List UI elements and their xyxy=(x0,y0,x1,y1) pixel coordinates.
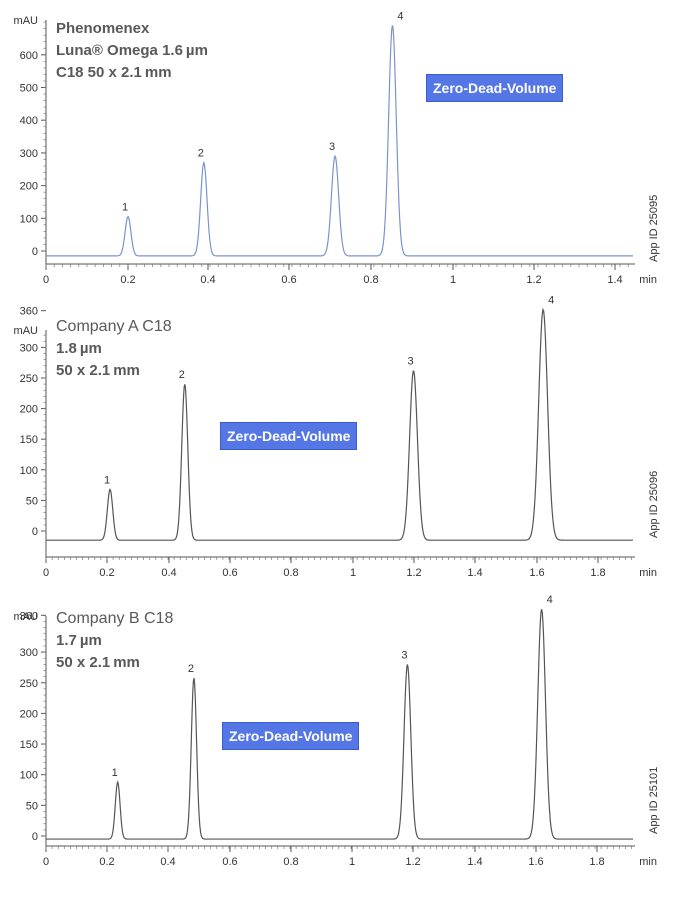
x-tick-label: 0.2 xyxy=(99,567,114,579)
y-tick-label: 500 xyxy=(20,83,38,95)
peak-label: 1 xyxy=(122,202,128,214)
y-tick-label: 300 xyxy=(20,342,38,354)
x-axis-label: min xyxy=(639,274,657,286)
title-line-2: 1.7 µm xyxy=(56,632,102,649)
y-tick-label: 150 xyxy=(20,434,38,446)
x-tick-label: 0 xyxy=(43,274,49,286)
x-tick-label: 0.6 xyxy=(222,856,237,868)
y-tick-label: 50 xyxy=(26,495,38,507)
x-tick-label: 0.2 xyxy=(99,856,114,868)
y-tick-label: 300 xyxy=(20,148,38,160)
peak-label: 1 xyxy=(112,767,118,779)
y-tick-label: 300 xyxy=(20,647,38,659)
y-tick-label: 100 xyxy=(20,770,38,782)
x-tick-label: 1 xyxy=(350,567,356,579)
title-line-1: Phenomenex xyxy=(56,20,150,37)
chromatogram-company-a: 0 50 100 150 200 250 300 360 mAU 0 0.2 0.4 0.6 0.8 1 1.… xyxy=(0,294,673,586)
x-axis-label: min xyxy=(639,856,657,868)
chromatogram-phenomenex: 0 100 200 300 400 500 600 mAU 0 0.2 0.4 0.6 0.8 1 1.2 1… xyxy=(0,0,673,292)
y-tick-label: 100 xyxy=(20,213,38,225)
x-tick-label: 1 xyxy=(450,274,456,286)
app-id-label: App ID 25101 xyxy=(648,766,660,834)
x-tick-label: 1.8 xyxy=(589,856,604,868)
title-line-2: Luna® Omega 1.6 µm xyxy=(56,42,208,59)
y-axis-label: mAU xyxy=(14,15,39,27)
x-tick-label: 1.4 xyxy=(467,856,482,868)
y-tick-label: 0 xyxy=(32,526,38,538)
title-line-2: 1.8 µm xyxy=(56,340,102,357)
peak-label: 1 xyxy=(104,474,110,486)
y-tick-label: 360 xyxy=(20,610,38,622)
y-tick-label: 50 xyxy=(26,800,38,812)
column-title: Company B C18 1.7 µm 50 x 2.1 mm xyxy=(56,608,173,674)
x-tick-label: 0.4 xyxy=(200,274,215,286)
chromatogram-trace xyxy=(46,25,633,257)
x-tick-label: 0.6 xyxy=(222,567,237,579)
x-axis-label: min xyxy=(639,567,657,579)
x-tick-label: 1.2 xyxy=(405,856,420,868)
y-tick-label: 150 xyxy=(20,739,38,751)
zero-dead-volume-badge: Zero-Dead-Volume xyxy=(220,422,358,450)
peak-label: 2 xyxy=(179,369,185,381)
chart-svg: 0 50 100 150 200 250 300 360 mAU 0 0.2 0.4 0.6 0.8 1 1.… xyxy=(14,294,657,579)
peak-label: 3 xyxy=(401,649,407,661)
x-tick-label: 0 xyxy=(43,856,49,868)
app-id-label: App ID 25095 xyxy=(648,194,660,262)
chromatogram-company-b: 0 50 100 150 200 250 300 360 mAU 0 0.2 0.4 0.6 0.8 1 1.… xyxy=(0,594,673,896)
x-tick-label: 1 xyxy=(349,856,355,868)
zero-dead-volume-badge: Zero-Dead-Volume xyxy=(426,74,564,102)
x-tick-label: 1.8 xyxy=(590,567,605,579)
peak-label: 2 xyxy=(198,148,204,160)
y-tick-label: 360 xyxy=(20,306,38,318)
x-tick-label: 0.8 xyxy=(283,567,298,579)
y-tick-label: 400 xyxy=(20,115,38,127)
column-title: Phenomenex Luna® Omega 1.6 µm C18 50 x 2… xyxy=(56,18,208,84)
title-line-1: Company A C18 xyxy=(56,318,172,335)
chromatogram-trace xyxy=(46,307,633,541)
x-tick-label: 1.6 xyxy=(529,567,544,579)
y-tick-label: 600 xyxy=(20,50,38,62)
x-tick-label: 0.8 xyxy=(363,274,378,286)
title-line-1: Company B C18 xyxy=(56,610,174,627)
app-id-label: App ID 25096 xyxy=(648,470,660,538)
peak-label: 4 xyxy=(397,10,403,22)
x-tick-label: 1.2 xyxy=(526,274,541,286)
x-tick-label: 0.6 xyxy=(281,274,296,286)
y-tick-label: 0 xyxy=(32,246,38,258)
x-tick-label: 1.2 xyxy=(406,567,421,579)
y-axis-label: mAU xyxy=(14,611,39,623)
y-tick-label: 250 xyxy=(20,373,38,385)
peak-label: 3 xyxy=(329,141,335,153)
x-tick-label: 0.4 xyxy=(160,856,175,868)
peak-label: 4 xyxy=(548,294,554,306)
y-axis-label: mAU xyxy=(14,325,39,337)
zero-dead-volume-badge: Zero-Dead-Volume xyxy=(222,722,360,750)
x-tick-label: 0.8 xyxy=(283,856,298,868)
peak-label: 2 xyxy=(188,663,194,675)
y-tick-label: 250 xyxy=(20,678,38,690)
x-tick-label: 1.4 xyxy=(467,567,482,579)
x-tick-label: 1.4 xyxy=(607,274,622,286)
chart-svg: 0 100 200 300 400 500 600 mAU 0 0.2 0.4 0.6 0.8 1 1.2 1… xyxy=(14,10,657,286)
x-tick-label: 0.4 xyxy=(161,567,176,579)
x-tick-label: 1.6 xyxy=(528,856,543,868)
title-line-3: C18 50 x 2.1 mm xyxy=(56,64,172,81)
x-tick-label: 0 xyxy=(43,567,49,579)
y-tick-label: 0 xyxy=(32,831,38,843)
y-tick-label: 200 xyxy=(20,181,38,193)
y-tick-label: 100 xyxy=(20,465,38,477)
peak-label: 3 xyxy=(407,356,413,368)
column-title: Company A C18 1.8 µm 50 x 2.1 mm xyxy=(56,316,172,382)
title-line-3: 50 x 2.1 mm xyxy=(56,362,140,379)
title-line-3: 50 x 2.1 mm xyxy=(56,654,140,671)
chromatogram-trace xyxy=(46,609,633,840)
y-tick-label: 200 xyxy=(20,404,38,416)
x-tick-label: 0.2 xyxy=(120,274,135,286)
peak-label: 4 xyxy=(547,594,553,606)
y-tick-label: 200 xyxy=(20,708,38,720)
